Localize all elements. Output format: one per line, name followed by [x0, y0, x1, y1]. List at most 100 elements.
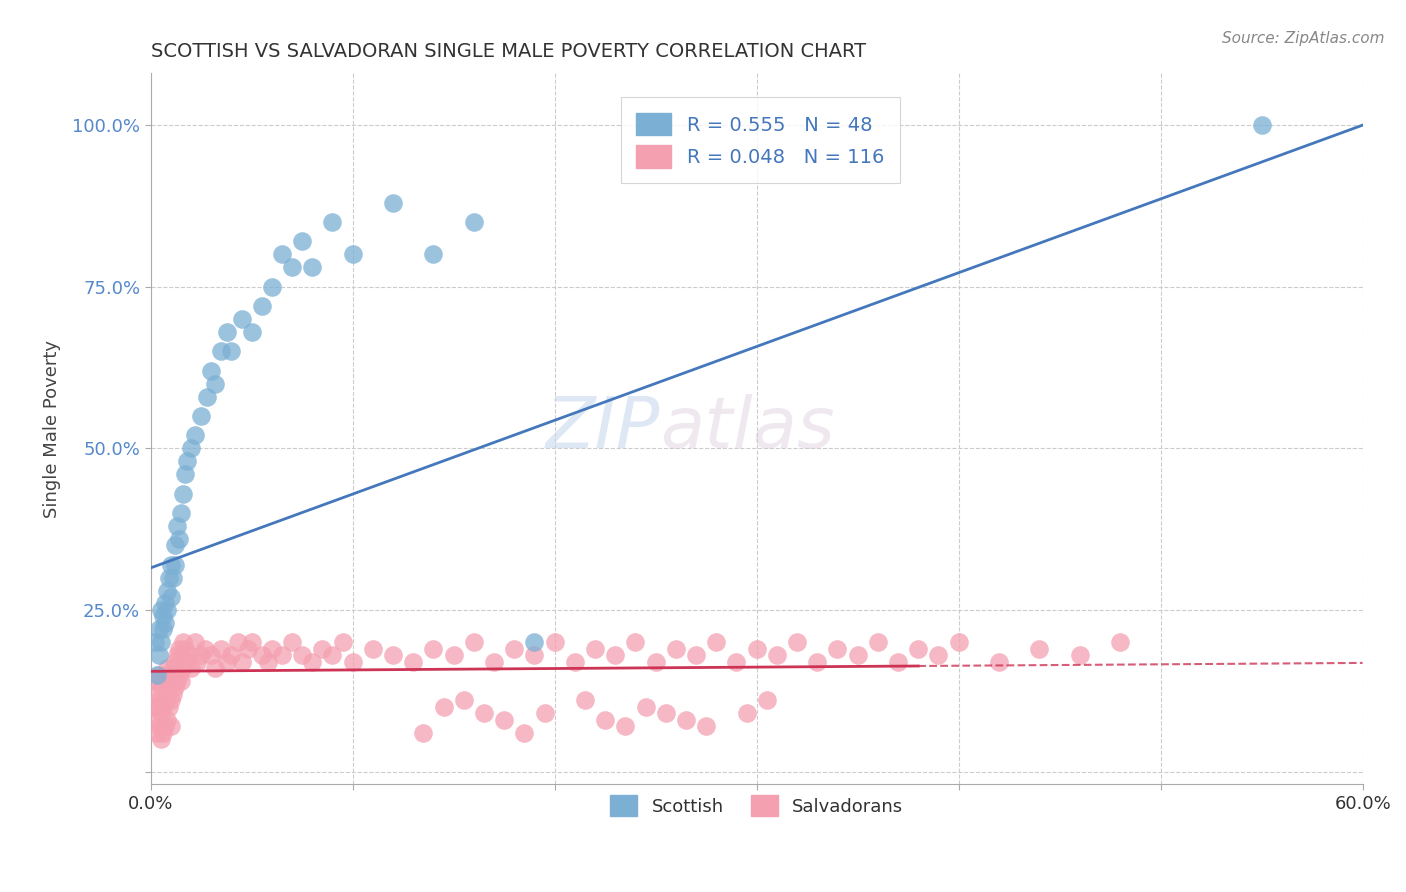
Point — [786, 635, 808, 649]
Point — [156, 603, 179, 617]
Point — [167, 532, 190, 546]
Point — [170, 673, 193, 688]
Point — [593, 713, 616, 727]
Point — [160, 667, 183, 681]
Point — [231, 312, 253, 326]
Point — [209, 344, 232, 359]
Point — [163, 538, 186, 552]
Point — [143, 687, 166, 701]
Point — [523, 648, 546, 662]
Point — [176, 454, 198, 468]
Point — [533, 706, 555, 721]
Point — [172, 486, 194, 500]
Point — [1250, 118, 1272, 132]
Point — [160, 590, 183, 604]
Point — [482, 655, 505, 669]
Point — [432, 699, 454, 714]
Text: Source: ZipAtlas.com: Source: ZipAtlas.com — [1222, 31, 1385, 46]
Point — [149, 635, 172, 649]
Point — [675, 713, 697, 727]
Point — [148, 667, 170, 681]
Point — [624, 635, 647, 649]
Point — [166, 648, 188, 662]
Point — [745, 641, 768, 656]
Point — [145, 725, 167, 739]
Point — [250, 299, 273, 313]
Point — [250, 648, 273, 662]
Point — [149, 706, 172, 721]
Point — [231, 655, 253, 669]
Point — [342, 247, 364, 261]
Point — [236, 641, 259, 656]
Point — [321, 648, 343, 662]
Point — [143, 635, 166, 649]
Point — [271, 648, 294, 662]
Point — [156, 687, 179, 701]
Point — [321, 215, 343, 229]
Point — [695, 719, 717, 733]
Point — [260, 279, 283, 293]
Point — [240, 635, 263, 649]
Point — [755, 693, 778, 707]
Point — [170, 648, 193, 662]
Point — [291, 648, 314, 662]
Point — [866, 635, 889, 649]
Point — [927, 648, 949, 662]
Point — [174, 467, 197, 482]
Point — [204, 661, 226, 675]
Point — [200, 364, 222, 378]
Point — [513, 725, 536, 739]
Point — [382, 648, 405, 662]
Point — [195, 390, 218, 404]
Point — [260, 641, 283, 656]
Point — [152, 609, 174, 624]
Point — [186, 655, 208, 669]
Point — [172, 635, 194, 649]
Point — [422, 247, 444, 261]
Text: SCOTTISH VS SALVADORAN SINGLE MALE POVERTY CORRELATION CHART: SCOTTISH VS SALVADORAN SINGLE MALE POVER… — [150, 42, 866, 61]
Point — [200, 648, 222, 662]
Point — [153, 667, 176, 681]
Point — [172, 661, 194, 675]
Point — [523, 635, 546, 649]
Point — [806, 655, 828, 669]
Point — [180, 661, 202, 675]
Point — [614, 719, 637, 733]
Point — [725, 655, 748, 669]
Point — [402, 655, 425, 669]
Point — [503, 641, 526, 656]
Point — [887, 655, 910, 669]
Point — [149, 732, 172, 747]
Point — [152, 699, 174, 714]
Point — [157, 699, 180, 714]
Point — [163, 655, 186, 669]
Point — [153, 597, 176, 611]
Point — [157, 571, 180, 585]
Point — [564, 655, 586, 669]
Point — [190, 648, 212, 662]
Point — [156, 583, 179, 598]
Point — [291, 235, 314, 249]
Point — [156, 661, 179, 675]
Point — [453, 693, 475, 707]
Point — [463, 635, 485, 649]
Point — [142, 699, 165, 714]
Point — [1069, 648, 1091, 662]
Point — [148, 648, 170, 662]
Point — [382, 195, 405, 210]
Y-axis label: Single Male Poverty: Single Male Poverty — [44, 340, 60, 518]
Point — [644, 655, 666, 669]
Point — [685, 648, 707, 662]
Point — [654, 706, 676, 721]
Point — [160, 719, 183, 733]
Point — [217, 325, 239, 339]
Point — [605, 648, 627, 662]
Point — [162, 571, 184, 585]
Point — [170, 506, 193, 520]
Point — [311, 641, 333, 656]
Point — [735, 706, 758, 721]
Point — [494, 713, 516, 727]
Point — [948, 635, 970, 649]
Point — [422, 641, 444, 656]
Point — [157, 673, 180, 688]
